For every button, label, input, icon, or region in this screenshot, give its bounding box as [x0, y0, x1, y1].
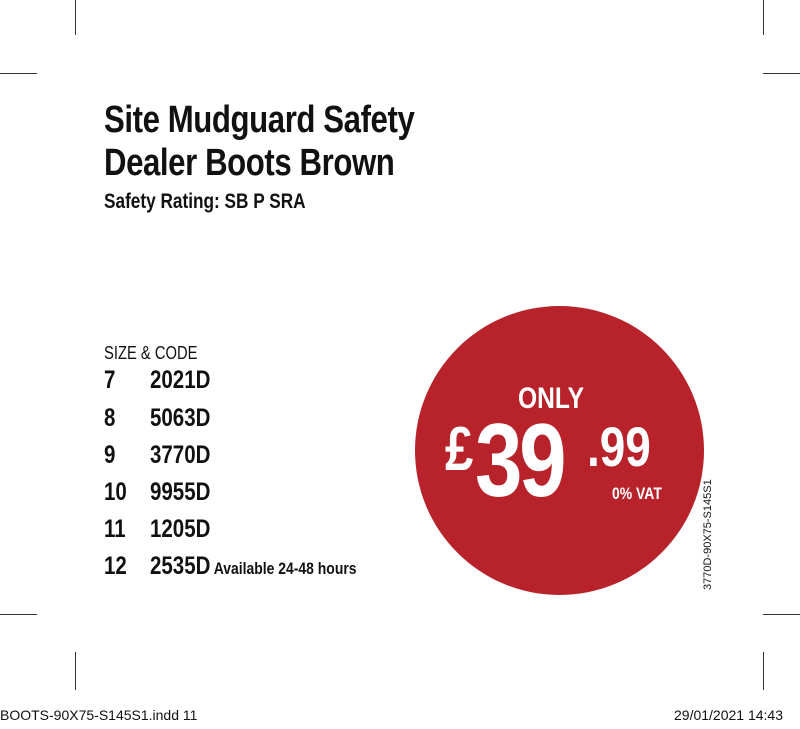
crop-mark — [75, 652, 76, 690]
crop-mark — [763, 614, 800, 615]
slug-datetime: 29/01/2021 14:43 — [674, 707, 783, 723]
crop-mark — [763, 0, 764, 35]
price-whole: 39 — [475, 403, 567, 519]
crop-mark — [0, 614, 37, 615]
slug-filename: BOOTS-90X75-S145S1.indd 11 — [0, 707, 198, 723]
vertical-product-code: 3770D-90X75-S145S1 — [702, 479, 714, 590]
price-prefix: ONLY — [518, 382, 585, 415]
vat-label: 0% VAT — [612, 484, 662, 503]
size-code-header: SIZE & CODE — [104, 343, 198, 363]
crop-mark — [763, 73, 800, 74]
availability-note: Available 24-48 hours — [213, 559, 357, 578]
price-fraction: .99 — [587, 415, 651, 478]
crop-mark — [763, 652, 764, 690]
safety-rating: Safety Rating: SB P SRA — [104, 190, 306, 213]
product-title-line2: Dealer Boots Brown — [104, 142, 395, 184]
product-title-line1: Site Mudguard Safety — [104, 99, 415, 141]
crop-mark — [75, 0, 76, 35]
price-badge: ONLY £ 39 .99 0% VAT — [415, 306, 704, 595]
price-currency: £ — [445, 415, 474, 484]
crop-mark — [0, 73, 37, 74]
